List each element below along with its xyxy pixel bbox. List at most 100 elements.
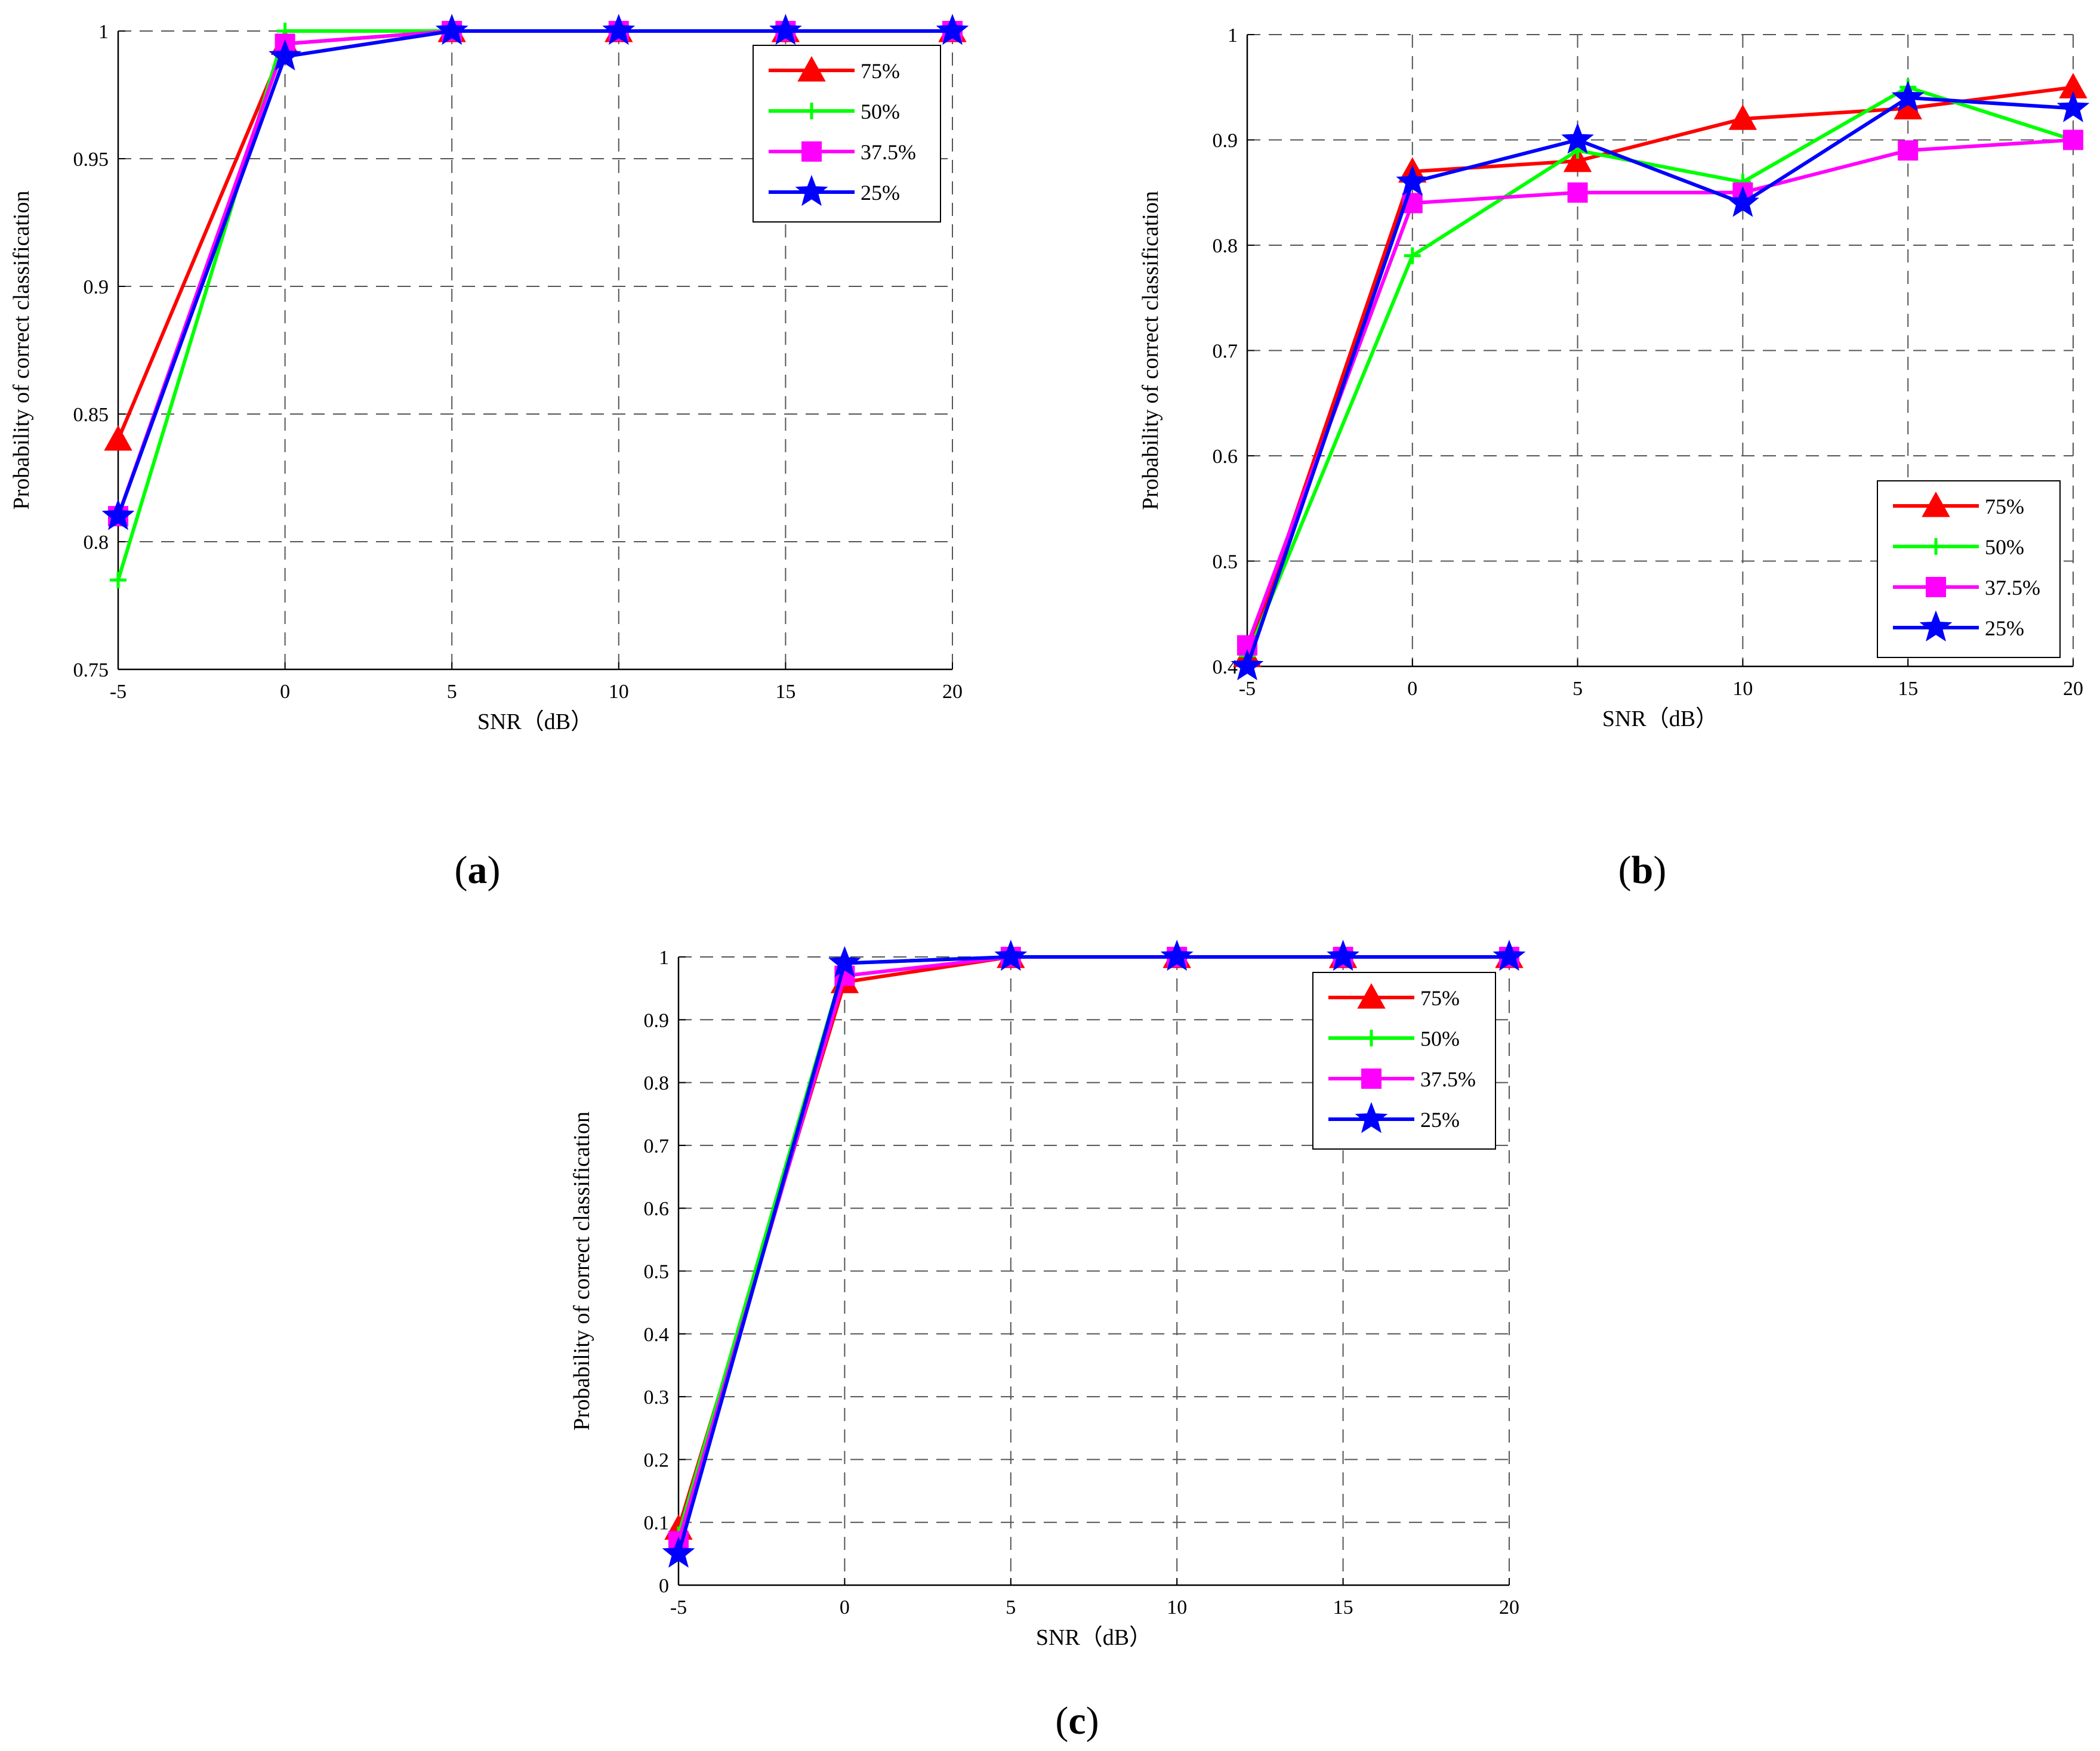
y-tick-label: 0.75 xyxy=(73,659,109,681)
data-point xyxy=(2056,91,2090,122)
legend-label: 50% xyxy=(861,100,900,123)
legend-swatch-marker xyxy=(1928,538,1944,555)
data-point xyxy=(1898,140,1919,161)
series-line xyxy=(1245,95,2074,667)
x-tick-label: 5 xyxy=(1572,678,1583,700)
y-tick-label: 0.7 xyxy=(644,1135,670,1157)
x-tick-label: 20 xyxy=(2063,678,2083,700)
legend-swatch-marker xyxy=(795,175,828,206)
x-axis-title: SNR（dB） xyxy=(1602,706,1718,731)
x-tick-label: 10 xyxy=(1167,1596,1187,1619)
series-line xyxy=(1245,85,2074,657)
legend-label: 25% xyxy=(1985,616,2024,640)
legend-swatch-marker xyxy=(1919,610,1953,642)
data-point xyxy=(828,946,861,977)
y-tick-label: 0.1 xyxy=(644,1512,670,1534)
legend-swatch-marker xyxy=(1363,1030,1380,1046)
y-axis-title: Probability of correct classification xyxy=(1138,191,1163,510)
x-tick-label: -5 xyxy=(670,1596,687,1619)
legend-label: 37.5% xyxy=(861,140,916,164)
legend: 75% 50% 37.5% 25% xyxy=(1312,972,1496,1150)
x-tick-label: -5 xyxy=(110,681,127,703)
legend-swatch-marker xyxy=(1357,983,1386,1009)
x-tick-label: 0 xyxy=(1407,678,1417,700)
x-tick-label: 5 xyxy=(1006,1596,1016,1619)
y-tick-label: 0.6 xyxy=(1213,446,1238,468)
x-tick-label: 10 xyxy=(1732,678,1753,700)
data-point xyxy=(1492,940,1526,971)
data-point xyxy=(1231,649,1264,681)
data-point xyxy=(1891,81,1925,112)
data-point xyxy=(936,14,969,45)
legend: 75% 50% 37.5% 25% xyxy=(1877,480,2061,658)
data-point xyxy=(602,14,636,45)
legend-swatch-marker xyxy=(1361,1068,1382,1089)
legend-label: 75% xyxy=(1985,495,2024,518)
y-tick-label: 0.8 xyxy=(84,532,109,554)
x-tick-label: 20 xyxy=(1499,1596,1519,1619)
y-tick-label: 0.5 xyxy=(644,1261,670,1283)
chart-c: -5 0 5 10 15 2000.10.20.30.40.50.60.70.80.91S… xyxy=(569,940,1526,1650)
legend-label: 25% xyxy=(861,181,900,205)
data-point xyxy=(994,940,1028,971)
legend-label: 75% xyxy=(861,59,900,83)
data-point xyxy=(1160,940,1194,971)
x-tick-label: 20 xyxy=(942,681,963,703)
data-point xyxy=(662,1536,695,1568)
x-axis-title: SNR（dB） xyxy=(1036,1625,1152,1650)
x-tick-label: 15 xyxy=(775,681,795,703)
data-point xyxy=(1561,122,1594,154)
legend-label: 50% xyxy=(1985,535,2024,559)
panel-label: (c) xyxy=(1055,1699,1099,1743)
data-point xyxy=(1726,186,1759,217)
data-point xyxy=(1327,940,1359,971)
data-point xyxy=(1563,146,1592,172)
series-line xyxy=(1245,138,2074,646)
x-tick-label: -5 xyxy=(1239,678,1256,700)
data-point xyxy=(1728,104,1757,130)
data-point xyxy=(1567,182,1588,203)
data-point xyxy=(769,14,802,45)
legend-swatch-marker xyxy=(1922,491,1950,517)
data-point xyxy=(101,499,135,530)
series-line xyxy=(116,29,952,517)
y-tick-label: 0.9 xyxy=(644,1009,670,1032)
legend-label: 37.5% xyxy=(1985,576,2040,600)
y-axis-title: Probability of correct classification xyxy=(9,191,34,510)
y-tick-label: 1 xyxy=(659,947,669,969)
legend-swatch-marker xyxy=(1926,577,1946,597)
y-tick-label: 0.6 xyxy=(644,1198,670,1220)
x-tick-label: 5 xyxy=(447,681,457,703)
y-tick-label: 0.4 xyxy=(1213,656,1238,678)
y-tick-label: 0.4 xyxy=(644,1324,670,1346)
legend-swatch-marker xyxy=(1355,1102,1388,1134)
legend-swatch-marker xyxy=(797,55,826,82)
data-point xyxy=(435,14,468,45)
x-tick-label: 15 xyxy=(1898,678,1918,700)
y-tick-label: 0.8 xyxy=(1213,235,1238,257)
legend-label: 25% xyxy=(1420,1108,1460,1132)
panel-label: (a) xyxy=(455,848,501,892)
panel-label: (b) xyxy=(1618,848,1667,892)
x-tick-label: 0 xyxy=(280,681,290,703)
y-tick-label: 0.9 xyxy=(84,276,109,298)
legend-label: 75% xyxy=(1420,986,1460,1010)
y-axis-title: Probability of correct classification xyxy=(569,1111,594,1431)
legend-label: 50% xyxy=(1420,1027,1460,1051)
data-point xyxy=(104,425,132,451)
y-tick-label: 0.9 xyxy=(1213,130,1238,152)
y-tick-label: 0 xyxy=(659,1575,669,1597)
data-point xyxy=(269,39,301,71)
y-tick-label: 0.95 xyxy=(73,149,109,171)
data-point xyxy=(2063,129,2083,150)
y-tick-label: 1 xyxy=(1228,24,1238,47)
x-tick-label: 10 xyxy=(609,681,629,703)
data-point xyxy=(1404,247,1421,264)
chart-a: -5 0 5 10 15 20 0.75 0.8 0.85 0.9 0.95 1 SNR（dB） Prob… xyxy=(9,14,969,734)
data-point xyxy=(110,572,127,589)
y-tick-label: 0.85 xyxy=(73,404,109,426)
data-point xyxy=(1396,165,1429,196)
chart-b: -5 0 5 10 15 20 0.4 0.5 0.6 0.7 0.8 0.9 1 SNR（dB） Prob… xyxy=(1138,24,2090,731)
y-tick-label: 0.7 xyxy=(1213,341,1238,363)
